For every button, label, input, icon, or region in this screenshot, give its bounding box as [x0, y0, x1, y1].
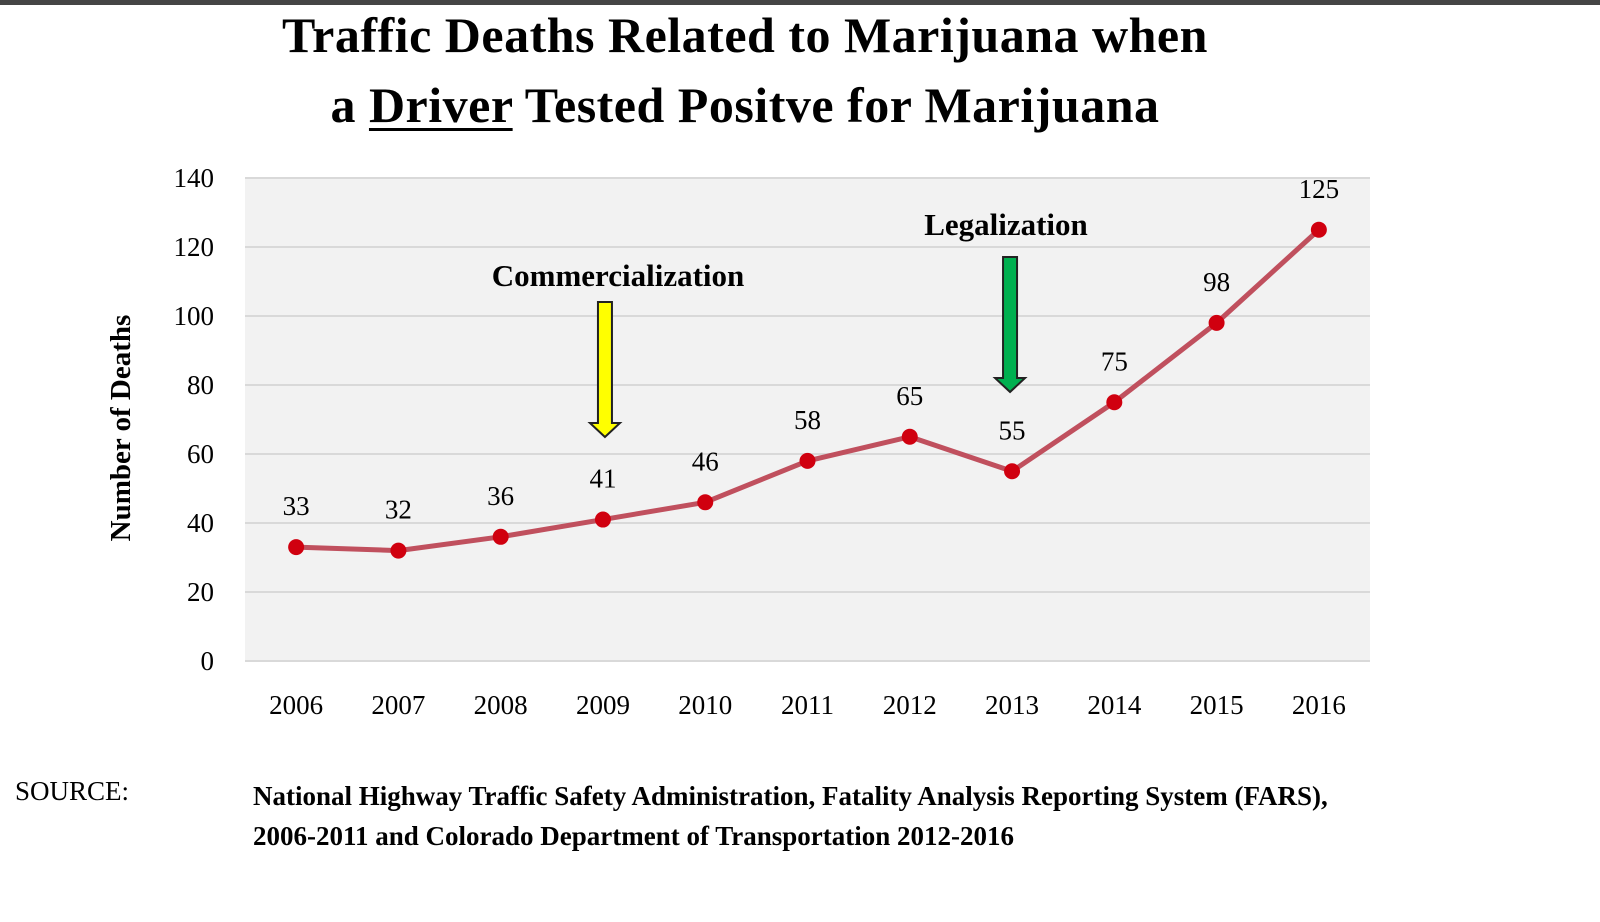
- y-tick-label: 80: [187, 370, 214, 400]
- x-tick-label: 2014: [1087, 690, 1142, 720]
- data-label: 46: [692, 446, 719, 476]
- chart-title-line2: a Driver Tested Positve for Marijuana: [0, 76, 1490, 134]
- chart-title-line1: Traffic Deaths Related to Marijuana when: [282, 7, 1208, 63]
- y-tick-label: 40: [187, 508, 214, 538]
- data-point: [1310, 221, 1327, 238]
- y-tick-label: 60: [187, 439, 214, 469]
- data-label: 58: [794, 405, 821, 435]
- title-prefix: a: [330, 77, 356, 133]
- y-tick-label: 120: [174, 232, 215, 262]
- data-point: [1208, 314, 1225, 331]
- top-border: [0, 0, 1600, 5]
- x-tick-label: 2008: [474, 690, 528, 720]
- data-point: [799, 452, 816, 469]
- data-label: 65: [896, 381, 923, 411]
- y-axis-label: Number of Deaths: [105, 315, 137, 542]
- data-label: 55: [999, 415, 1026, 445]
- annotation-arrow-icon: [992, 256, 1028, 394]
- source-text: National Highway Traffic Safety Administ…: [253, 776, 1328, 856]
- data-point: [697, 494, 714, 511]
- data-point: [901, 428, 918, 445]
- y-tick-label: 20: [187, 577, 214, 607]
- data-point: [1106, 394, 1123, 411]
- data-label: 33: [283, 491, 310, 521]
- plot-area: [245, 178, 1370, 661]
- y-tick-label: 0: [201, 646, 215, 676]
- annotation-arrow-icon: [587, 301, 623, 439]
- data-label: 36: [487, 481, 514, 511]
- x-tick-label: 2010: [678, 690, 732, 720]
- x-tick-label: 2012: [883, 690, 937, 720]
- annotation-label: Commercialization: [492, 258, 745, 293]
- source-line1: National Highway Traffic Safety Administ…: [253, 781, 1328, 811]
- x-tick-label: 2011: [781, 690, 834, 720]
- x-tick-label: 2016: [1292, 690, 1346, 720]
- title-underlined-word: Driver: [368, 77, 513, 133]
- data-point: [492, 528, 509, 545]
- x-tick-label: 2006: [269, 690, 323, 720]
- data-label: 98: [1203, 267, 1230, 297]
- data-point: [594, 511, 611, 528]
- data-point: [288, 539, 305, 556]
- y-tick-label: 100: [174, 301, 215, 331]
- x-tick-label: 2013: [985, 690, 1039, 720]
- data-point: [390, 542, 407, 559]
- data-label: 41: [589, 464, 616, 494]
- data-label: 75: [1101, 346, 1128, 376]
- source-label: SOURCE:: [15, 776, 130, 806]
- data-label: 125: [1299, 174, 1340, 204]
- y-tick-label: 140: [174, 163, 215, 193]
- x-tick-label: 2007: [371, 690, 425, 720]
- x-tick-label: 2015: [1190, 690, 1244, 720]
- data-point: [1004, 463, 1021, 480]
- title-suffix: Tested Positve for Marijuana: [524, 77, 1160, 133]
- annotation-label: Legalization: [924, 207, 1088, 242]
- source-line2: 2006-2011 and Colorado Department of Tra…: [253, 821, 1014, 851]
- data-label: 32: [385, 495, 412, 525]
- x-tick-label: 2009: [576, 690, 630, 720]
